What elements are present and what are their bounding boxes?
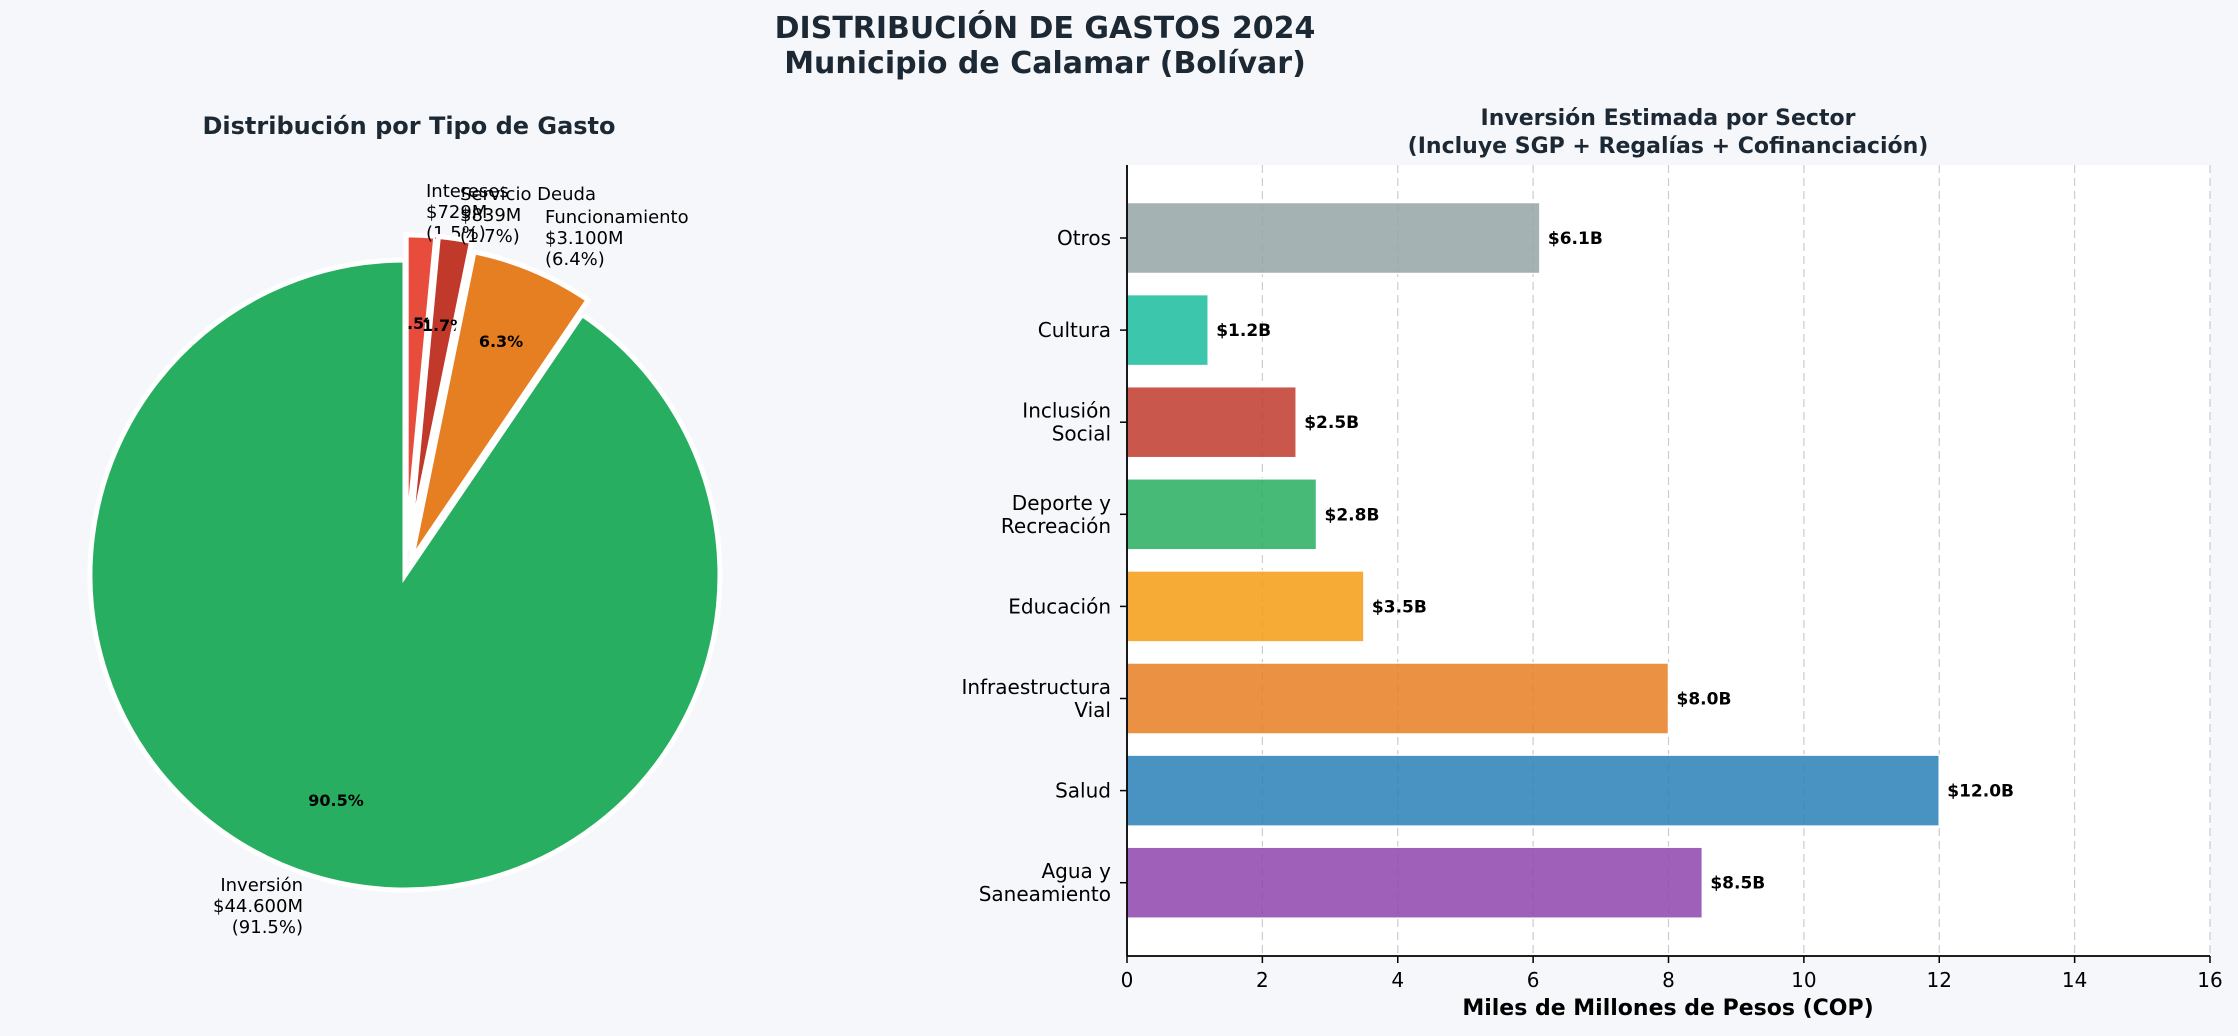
pie-slice-3 — [87, 257, 723, 893]
y-category-label: Inclusión Social — [1022, 399, 1111, 446]
y-category-label: Educación — [1008, 594, 1111, 618]
y-category-label: Salud — [1055, 779, 1111, 803]
bar-chart-xlabel: Miles de Millones de Pesos (COP) — [1462, 996, 1873, 1021]
x-tick-label: 2 — [1256, 968, 1269, 992]
pie-slice-label: Intereses $729M (1.5%) — [426, 181, 509, 244]
y-category-label: Otros — [1057, 226, 1111, 250]
y-category-label: Deporte y Recreación — [1001, 491, 1111, 538]
x-tick-label: 12 — [1927, 968, 1952, 992]
bar — [1126, 570, 1365, 643]
x-tick-label: 14 — [2062, 968, 2087, 992]
figure-title-line1: DISTRIBUCIÓN DE GASTOS 2024 — [775, 9, 1316, 46]
pie-chart: Intereses $729M (1.5%)1.5%Servicio Deuda $8… — [87, 181, 723, 938]
bar — [1126, 293, 1209, 367]
bar-chart-title-line1: Inversión Estimada por Sector — [1481, 106, 1856, 131]
y-category-label: Agua y Saneamiento — [979, 859, 1111, 906]
bar-value-label: $2.8B — [1325, 505, 1380, 525]
x-tick-label: 10 — [1791, 968, 1816, 992]
y-category-label: Cultura — [1038, 318, 1111, 342]
bar — [1126, 846, 1704, 919]
bar-value-label: $8.5B — [1710, 874, 1765, 894]
pie-slice-pct: 1.7% — [422, 316, 466, 335]
pie-slice-1 — [406, 233, 475, 551]
bar-value-label: $3.5B — [1372, 597, 1427, 617]
bar-value-label: $12.0B — [1947, 782, 2014, 802]
pie-slice-0 — [403, 232, 439, 551]
pie-slice-pct: 6.3% — [479, 332, 523, 351]
pie-chart-title: Distribución por Tipo de Gasto — [202, 112, 615, 140]
bar-chart-title-line2: (Incluye SGP + Regalías + Cofinanciación… — [1408, 134, 1929, 159]
bar-chart: 0 2 4 6 8 10 12 14 16 Otros $6.1B Cultura $1.2B Inclu… — [961, 165, 2223, 992]
pie-slice-label: Funcionamiento $3.100M (6.4%) — [545, 207, 689, 270]
pie-slice-2 — [408, 248, 592, 562]
pie-slice-label: Servicio Deuda $839M (1.7%) — [460, 184, 596, 247]
x-tick-label: 16 — [2197, 968, 2222, 992]
bar-value-label: $2.5B — [1304, 413, 1359, 433]
pie-slice-pct: 90.5% — [308, 791, 364, 810]
x-tick-label: 8 — [1662, 968, 1675, 992]
x-tick-label: 0 — [1121, 968, 1134, 992]
y-category-label: Infraestructura Vial — [961, 675, 1111, 722]
x-tick-label: 4 — [1391, 968, 1404, 992]
bar-value-label: $8.0B — [1677, 690, 1732, 710]
bar — [1126, 754, 1940, 827]
bar — [1126, 385, 1297, 459]
bar — [1126, 662, 1670, 735]
bar-value-label: $6.1B — [1548, 229, 1603, 249]
bar-value-label: $1.2B — [1216, 321, 1271, 341]
bar — [1126, 201, 1541, 275]
bar — [1126, 478, 1318, 551]
x-tick-label: 6 — [1527, 968, 1540, 992]
pie-slice-label: Inversión $44.600M (91.5%) — [213, 875, 303, 938]
figure-title-line2: Municipio de Calamar (Bolívar) — [784, 46, 1306, 81]
